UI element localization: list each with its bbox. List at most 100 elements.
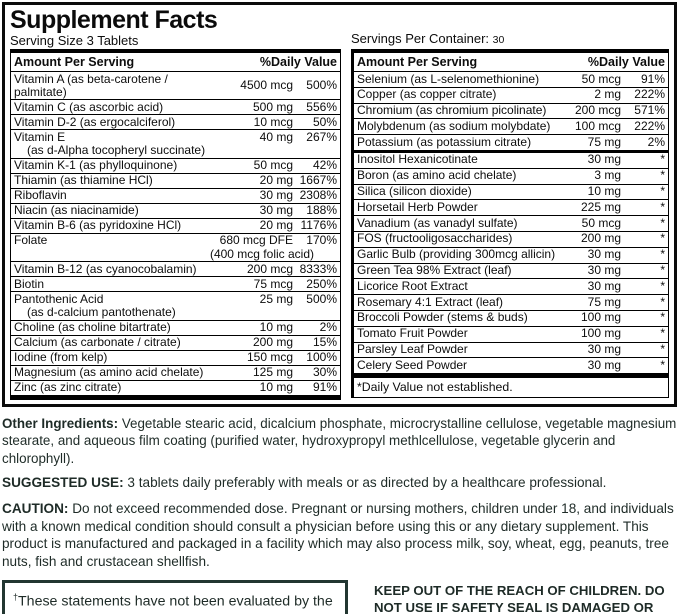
ingredient-daily-value: * [621,309,669,327]
ingredient-amount: 225 mg [557,199,621,216]
ingredient-daily-value: 91% [621,71,669,88]
supplement-row: Iodine (from kelp) 150 mcg 100% [10,349,341,365]
supplement-row: Parsley Leaf Powder 30 mg * [352,341,669,358]
dagger-symbol: † [13,592,19,602]
ingredient-name: Horsetail Herb Powder [352,199,557,216]
ingredient-name: Boron (as amino acid chelate) [352,167,557,185]
ingredient-amount: 50 mcg [557,71,621,88]
supplement-subrow: (as d-Alpha tocopheryl succinate) [11,144,341,158]
ingredient-amount: 50 mcg [219,157,293,173]
supplement-row: Rosemary 4:1 Extract (leaf) 75 mg * [352,294,669,311]
supplement-row: Vanadium (as vanadyl sulfate) 50 mcg * [352,215,669,232]
other-ingredients-label: Other Ingredients: [2,415,119,431]
ingredient-amount: 75 mg [557,134,621,152]
ingredient-amount: 100 mcg [557,118,621,135]
ingredient-name: Copper (as copper citrate) [352,86,557,104]
left-table-header-row: Amount Per Serving %Daily Value [10,51,341,72]
supplement-row: Folate 680 mcg DFE 170% [10,232,341,248]
ingredient-daily-value: * [621,167,669,185]
ingredient-daily-value: 250% [293,276,341,292]
ingredient-name: Vitamin E [10,129,220,144]
servings-per-container: Servings Per Container: 30 [351,31,669,49]
supplement-row: Niacin (as niacinamide) 30 mg 188% [10,202,341,218]
ingredient-name: Green Tea 98% Extract (leaf) [352,262,557,279]
ingredient-amount: 125 mg [219,364,293,380]
ingredient-name: Chromium (as chromium picolinate) [352,102,557,119]
ingredient-daily-value: * [621,325,669,343]
ingredient-name: Niacin (as niacinamide) [10,202,220,218]
ingredient-daily-value: 2% [293,319,341,335]
supplement-row: Horsetail Herb Powder 225 mg * [352,199,669,216]
ingredient-name: Vitamin B-6 (as pyridoxine HCl) [10,217,220,233]
ingredient-name: Biotin [10,276,220,292]
supplement-row: FOS (fructooligosaccharides) 200 mg * [352,230,669,248]
ingredient-amount: 100 mg [557,309,621,327]
supplement-facts-panel: Supplement Facts Serving Size 3 Tablets … [2,2,677,407]
ingredient-name: Vitamin K-1 (as phylloquinone) [10,157,220,173]
supplement-row: Vitamin B-6 (as pyridoxine HCl) 20 mg 1176… [10,217,341,233]
ingredient-name: Celery Seed Powder [352,357,557,376]
ingredient-name: Vitamin D-2 (as ergocalciferol) [10,114,220,130]
ingredient-amount: 30 mg [557,357,621,376]
supplement-row: Celery Seed Powder 30 mg * [352,357,669,376]
ingredient-amount: 200 mg [219,334,293,350]
supplement-row: Vitamin E 40 mg 267% [10,129,341,144]
ingredient-daily-value: * [621,215,669,232]
ingredient-amount: 30 mg [557,341,621,358]
bottom-section: †These statements have not been evaluate… [2,580,677,614]
amount-per-serving-header: Amount Per Serving [10,51,220,72]
supplement-row: Vitamin K-1 (as phylloquinone) 50 mcg 42% [10,157,341,173]
supplement-row: Molybdenum (as sodium molybdate) 100 mcg 2… [352,118,669,135]
ingredient-name: Broccoli Powder (stems & buds) [352,309,557,327]
ingredient-daily-value: * [621,199,669,216]
keep-out-warning: KEEP OUT OF THE REACH OF CHILDREN. DO NO… [374,583,665,614]
supplement-row: Riboflavin 30 mg 2308% [10,187,341,203]
ingredient-name: Rosemary 4:1 Extract (leaf) [352,294,557,311]
ingredient-subline: (as d-calcium pantothenate) [27,305,176,319]
ingredient-amount: 3 mg [557,167,621,185]
ingredient-amount: 30 mg [219,187,293,203]
ingredient-name: Vanadium (as vanadyl sulfate) [352,215,557,232]
supplement-row: Inositol Hexanicotinate 30 mg * [352,150,669,169]
ingredient-amount: 2 mg [557,86,621,104]
supplement-row: Magnesium (as amino acid chelate) 125 mg 3… [10,364,341,380]
ingredient-amount: 25 mg [219,291,293,306]
ingredient-daily-value: 2308% [293,187,341,203]
ingredient-name: Vitamin B-12 (as cyanocobalamin) [10,261,220,277]
ingredient-subline: (400 mcg folic acid) [209,246,314,261]
ingredient-amount: 40 mg [219,129,293,144]
suggested-use-label: SUGGESTED USE: [2,475,124,490]
ingredient-amount: 50 mcg [557,215,621,232]
ingredient-name: Choline (as choline bitartrate) [10,319,220,335]
supplement-row: Selenium (as L-selenomethionine) 50 mcg 91… [352,71,669,88]
amount-per-serving-header: Amount Per Serving [352,51,557,72]
supplement-row: Thiamin (as thiamine HCl) 20 mg 1667% [10,172,341,188]
ingredient-daily-value: 50% [293,114,341,130]
ingredient-daily-value: * [621,262,669,279]
suggested-use: SUGGESTED USE: 3 tablets daily preferabl… [2,474,677,491]
ingredient-daily-value: * [621,294,669,311]
suggested-use-text: 3 tablets daily preferably with meals or… [127,475,607,490]
daily-value-header: %Daily Value [219,51,341,72]
right-table-header-row: Amount Per Serving %Daily Value [352,51,669,72]
left-column: Supplement Facts Serving Size 3 Tablets … [10,7,346,400]
ingredient-amount: 20 mg [219,172,293,188]
ingredient-amount: 10 mcg [219,114,293,130]
ingredient-daily-value: * [621,183,669,200]
left-column-header: Supplement Facts Serving Size 3 Tablets [10,7,341,49]
bottom-right-column: KEEP OUT OF THE REACH OF CHILDREN. DO NO… [348,580,677,614]
ingredient-name: Inositol Hexanicotinate [352,150,557,169]
supplement-row: Zinc (as zinc citrate) 10 mg 91% [10,379,341,397]
ingredient-name: Calcium (as carbonate / citrate) [10,334,220,350]
supplement-row: Tomato Fruit Powder 100 mg * [352,325,669,343]
supplement-row: Licorice Root Extract 30 mg * [352,278,669,295]
ingredient-name: Garlic Bulb (providing 300mcg allicin) [352,246,557,264]
supplement-row: Silica (silicon dioxide) 10 mg * [352,183,669,200]
ingredient-amount: 200 mg [557,230,621,248]
ingredient-daily-value: * [621,150,669,169]
supplement-row: Vitamin A (as beta-carotene / palmitate)… [10,71,341,100]
fda-disclaimer-text: These statements have not been evaluated… [13,593,333,614]
ingredient-daily-value: 222% [621,118,669,135]
ingredient-name: Folate [10,232,220,248]
ingredient-name: Licorice Root Extract [352,278,557,295]
